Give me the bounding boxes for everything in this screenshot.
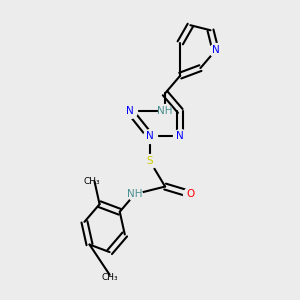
Text: NH: NH [158, 106, 173, 116]
Text: NH: NH [127, 189, 142, 199]
Text: S: S [147, 156, 153, 166]
Text: CH₃: CH₃ [84, 177, 100, 186]
Text: CH₃: CH₃ [101, 273, 118, 282]
Text: N: N [146, 131, 154, 141]
Text: N: N [212, 45, 219, 56]
Text: N: N [176, 131, 184, 141]
Text: O: O [186, 189, 194, 199]
Text: N: N [126, 106, 134, 116]
